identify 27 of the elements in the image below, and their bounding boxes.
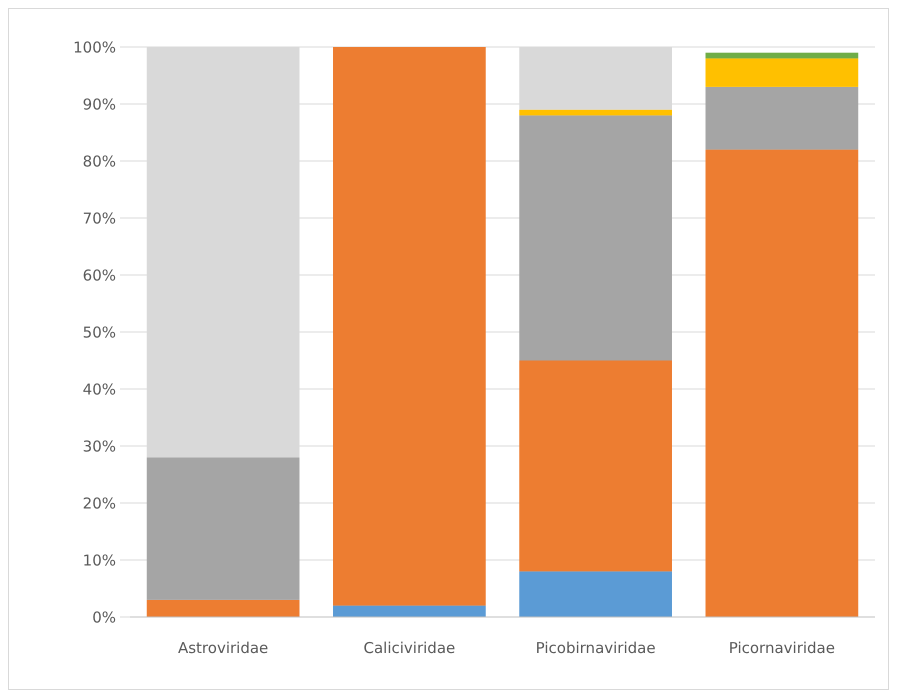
y-tick-label: 70%	[82, 209, 116, 228]
y-tick-label: 40%	[82, 380, 116, 398]
y-tick-label: 60%	[82, 266, 116, 284]
bar	[706, 52, 858, 58]
y-tick-label: 90%	[82, 95, 116, 114]
bar	[146, 457, 300, 600]
bar	[706, 58, 858, 87]
x-tick-label: Astroviridae	[178, 639, 268, 657]
bar	[333, 606, 486, 617]
bar	[146, 600, 300, 617]
bar	[519, 110, 672, 116]
bar	[519, 571, 672, 617]
y-tick-label: 10%	[82, 551, 116, 570]
y-tick-label: 50%	[82, 323, 116, 342]
bar	[706, 150, 858, 617]
bar	[519, 360, 672, 572]
x-tick-label: Picobirnaviridae	[536, 639, 656, 657]
bar	[519, 115, 672, 360]
bar	[333, 47, 486, 606]
y-tick-label: 20%	[82, 494, 116, 512]
y-tick-label: 100%	[73, 38, 116, 56]
bar	[706, 86, 858, 150]
y-tick-label: 30%	[82, 437, 116, 456]
x-tick-label: Caliciviridae	[364, 639, 456, 657]
x-tick-label: Picornaviridae	[728, 639, 835, 657]
y-tick-label: 0%	[92, 608, 116, 626]
y-tick-label: 80%	[82, 152, 116, 170]
